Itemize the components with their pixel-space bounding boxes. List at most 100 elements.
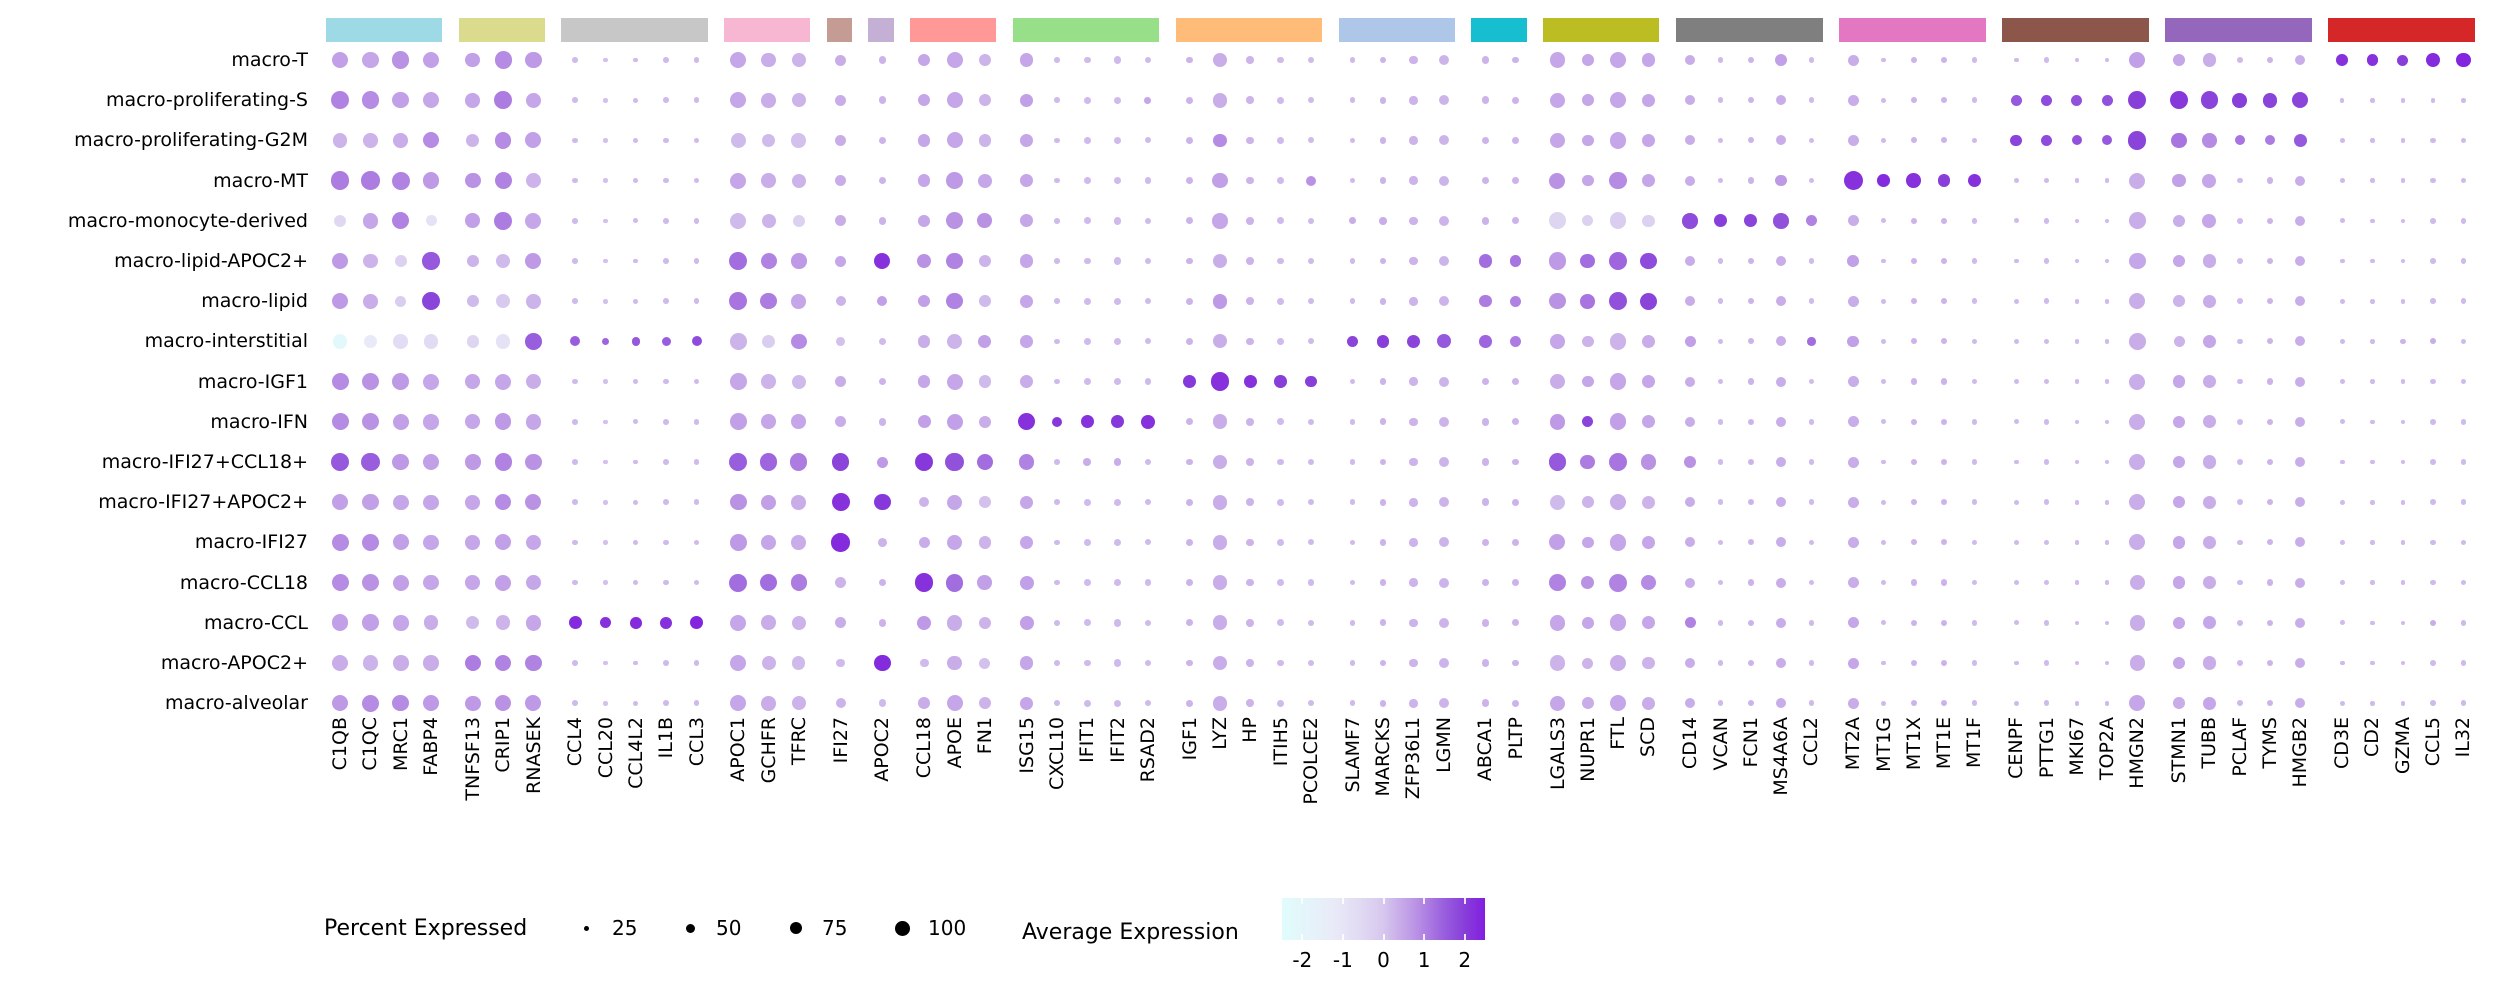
- expression-dot: [2430, 499, 2436, 506]
- expression-dot: [835, 175, 847, 187]
- expression-dot: [331, 573, 349, 592]
- expression-dot: [1509, 255, 1522, 267]
- expression-dot: [2202, 133, 2217, 148]
- expression-dot: [1110, 415, 1125, 429]
- expression-dot: [1776, 376, 1786, 387]
- expression-dot: [1682, 213, 1698, 229]
- expression-dot: [917, 134, 931, 147]
- expression-dot: [525, 695, 542, 712]
- expression-dot: [1940, 458, 1948, 466]
- expression-dot: [1277, 297, 1284, 305]
- gene-label: MT2A: [1842, 717, 1865, 771]
- expression-dot: [730, 614, 747, 631]
- expression-dot: [918, 697, 931, 710]
- expression-dot: [1438, 135, 1449, 146]
- expression-dot: [1807, 337, 1816, 346]
- expression-dot: [1349, 539, 1356, 546]
- expression-dot: [423, 534, 439, 551]
- expression-dot: [1212, 213, 1228, 229]
- gene-label: IGF1: [1178, 717, 1201, 761]
- row-label: macro-CCL: [204, 611, 308, 634]
- expression-dot: [1881, 339, 1886, 344]
- gene-label: FABP4: [420, 717, 443, 776]
- expression-dot: [878, 537, 887, 547]
- expression-dot: [1054, 459, 1060, 465]
- expression-dot: [1018, 413, 1036, 431]
- row-label: macro-lipid-APOC2+: [114, 250, 308, 272]
- expression-dot: [1881, 620, 1886, 626]
- expression-dot: [1144, 579, 1151, 586]
- expression-dot: [2129, 373, 2146, 390]
- expression-dot: [1641, 415, 1655, 429]
- expression-dot: [1971, 660, 1978, 666]
- expression-dot: [978, 254, 992, 268]
- expression-dot: [1379, 699, 1387, 707]
- expression-dot: [1609, 493, 1627, 511]
- expression-dot: [1747, 56, 1754, 64]
- expression-dot: [1512, 217, 1520, 225]
- expression-dot: [425, 215, 437, 227]
- expression-dot: [1409, 297, 1418, 306]
- expression-dot: [494, 694, 512, 712]
- expression-dot: [1019, 615, 1034, 630]
- gene-label: FTL: [1607, 717, 1629, 750]
- expression-dot: [361, 91, 380, 110]
- gene-label: MARCKS: [1372, 717, 1394, 797]
- expression-dot: [878, 136, 887, 145]
- gene-label: FN1: [973, 717, 996, 755]
- expression-dot: [572, 258, 579, 264]
- expression-dot: [2370, 580, 2375, 585]
- expression-dot: [570, 336, 581, 347]
- expression-dot: [2236, 539, 2243, 546]
- expression-dot: [2172, 536, 2186, 549]
- expression-dot: [2104, 701, 2110, 706]
- colorbar-gradient: [1282, 898, 1485, 940]
- expression-dot: [1609, 534, 1627, 551]
- expression-dot: [465, 52, 481, 68]
- expression-dot: [494, 453, 512, 471]
- gene-label: TOP2A: [2096, 717, 2119, 781]
- expression-dot: [1640, 574, 1657, 591]
- expression-dot: [2339, 419, 2345, 425]
- expression-dot: [1481, 538, 1490, 547]
- expression-dot: [2172, 53, 2186, 67]
- expression-dot: [633, 138, 639, 143]
- expression-dot: [362, 614, 379, 632]
- expression-dot: [1512, 96, 1520, 104]
- expression-dot: [946, 534, 963, 551]
- expression-dot: [1747, 659, 1754, 667]
- expression-dot: [1481, 618, 1490, 627]
- row-label: macro-monocyte-derived: [67, 209, 308, 232]
- expression-dot: [2013, 57, 2019, 63]
- expression-dot: [1971, 499, 1978, 506]
- expression-dot: [1186, 257, 1194, 265]
- expression-dot: [1186, 177, 1194, 184]
- gene-label: LGALS3: [1546, 717, 1569, 791]
- expression-dot: [2043, 459, 2050, 465]
- expression-dot: [395, 295, 407, 307]
- expression-dot: [1808, 97, 1815, 104]
- expression-dot: [1479, 294, 1492, 308]
- gene-label: PCOLCE2: [1299, 717, 1322, 805]
- expression-dot: [1808, 620, 1815, 626]
- expression-dot: [2129, 413, 2146, 430]
- expression-dot: [1847, 416, 1859, 428]
- expression-dot: [1018, 454, 1035, 470]
- expression-dot: [1054, 660, 1060, 666]
- expression-dot: [1307, 619, 1314, 626]
- expression-dot: [2460, 660, 2467, 666]
- expression-dot: [978, 53, 992, 67]
- expression-dot: [1717, 499, 1724, 506]
- expression-dot: [2336, 54, 2348, 66]
- expression-dot: [2104, 500, 2110, 505]
- expression-dot: [1512, 699, 1520, 707]
- expression-dot: [572, 177, 579, 184]
- expression-dot: [2172, 254, 2186, 268]
- expression-dot: [603, 98, 608, 103]
- expression-dot: [1808, 419, 1815, 425]
- expression-dot: [1549, 172, 1566, 189]
- expression-dot: [2129, 494, 2146, 511]
- gene-label: CD3E: [2331, 717, 2354, 769]
- expression-dot: [2266, 378, 2274, 385]
- expression-dot: [363, 334, 378, 349]
